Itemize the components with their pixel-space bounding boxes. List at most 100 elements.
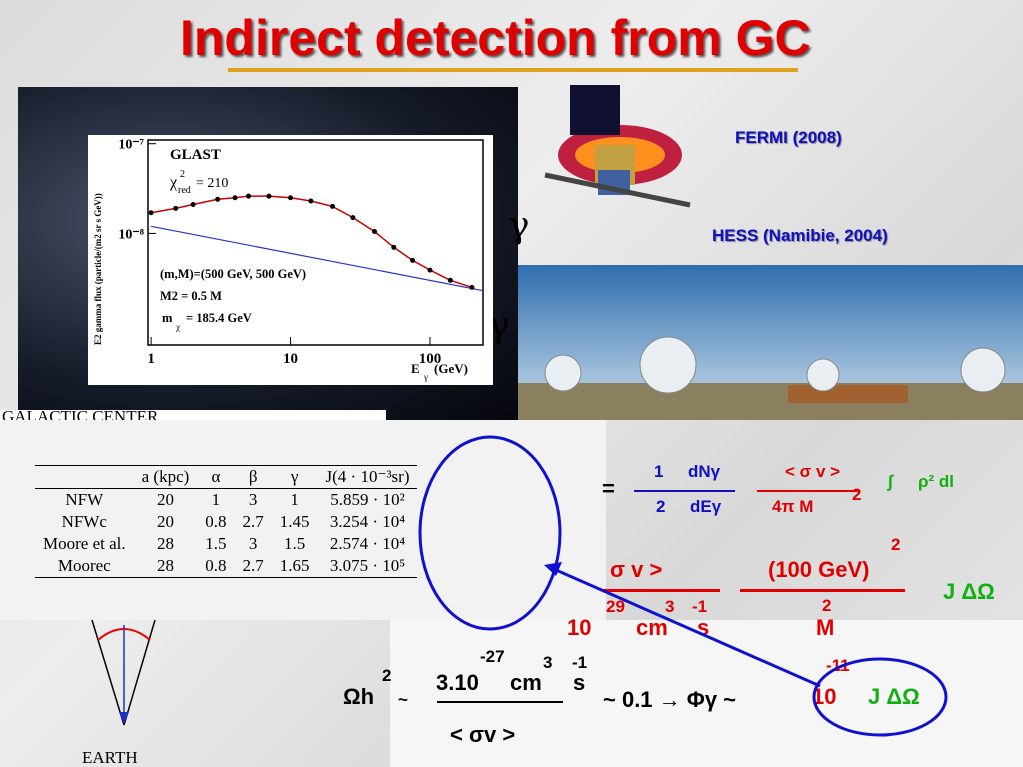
data-point [427,267,433,273]
formula-text: 2 [822,596,832,615]
satellite [544,85,691,208]
plot-box: 1 10 100 10⁻⁷ 10⁻⁸ GLAST χ 2 red = 210 (m,M)=(500 … [88,135,493,385]
formula-text: J ΔΩ [868,684,920,709]
fraction-bar [634,490,735,492]
formula-text: < σ v > [785,462,841,481]
data-point [246,193,252,199]
table-cell: 1.45 [279,512,310,531]
table-cell: Moore et al. [43,534,126,553]
data-point [469,284,475,290]
table-row: Moore et al. 28 1.5 3 1.5 2.574 · 10⁴ [35,533,417,555]
table-cell: 20 [156,490,174,509]
table-cell: 5.859 · 10² [330,490,405,509]
formula-text: s [697,615,710,640]
fraction-bar [757,490,860,492]
formula-text: ~ 0.1 → Φγ ~ [603,687,737,712]
fermi-label: FERMI (2008) [735,128,842,147]
table-cell: 3.254 · 10⁴ [329,512,406,531]
formula-text: s [573,670,586,695]
table-cell: 1.5 [284,534,306,553]
annotation: (m,M)=(500 GeV, 500 GeV) [160,267,306,281]
table-cell: 1.65 [279,556,310,575]
annotation: = 185.4 GeV [186,311,252,325]
formula-text: 3.10 [436,670,479,695]
x-axis-label: (GeV) [434,361,468,376]
y-tick-label: 10⁻⁷ [118,138,144,153]
annotation: m [162,311,173,325]
table-cell: NFWc [61,512,107,531]
table-cell: 1 [290,490,299,509]
formula-text: 2 [382,666,392,685]
plot-title: GLAST [170,147,221,163]
formula-text: 1 [654,462,664,481]
formula-text: 10 [567,615,592,640]
axes-frame [147,139,484,346]
x-tick-label: 10 [283,351,298,367]
table-row: NFWc 20 0.8 2.7 1.45 3.254 · 10⁴ [35,511,417,533]
fraction-bar [603,589,720,592]
data-point [350,215,356,221]
data-point [410,257,416,263]
data-point [391,244,397,250]
data-point [371,229,377,235]
formula-text: -1 [572,653,588,672]
table-row: NFW 20 1 3 1 5.859 · 10² [35,489,417,512]
table-cell: 28 [156,556,174,575]
header-cell: γ [271,465,318,489]
title-underline [228,68,798,72]
table-cell: 1.5 [205,534,227,553]
fraction-bar [437,701,563,703]
halo-table: a (kpc) α β γ J(4 · 10⁻³sr) NFW 20 1 3 1 5.859 · 1… [35,465,418,578]
formula-text: -1 [692,597,708,616]
formula-text: 2 [891,535,901,554]
data-point [447,277,453,283]
formula-text: Ωh [343,684,375,709]
formula-text: 3 [543,653,553,672]
formula-text: cm [636,615,668,640]
formula-text: 2 [656,497,666,516]
formula-text: ρ² dl [918,472,955,491]
formula-text: 10 [812,684,837,709]
formula-text: σ v > [610,557,663,582]
fraction-bar [740,589,905,592]
table-cell: 2.574 · 10⁴ [329,534,406,553]
table-cell: 2.7 [242,556,264,575]
x-axis-label: E [411,361,420,376]
table-cell: 2.7 [242,512,264,531]
table-cell: Moorec [57,556,111,575]
data-point [190,202,196,208]
data-point [288,195,294,201]
formula-text: -27 [480,647,505,666]
background-line [150,225,484,292]
hess-label: HESS (Namibie, 2004) [712,226,888,245]
annotation: M2 = 0.5 M [160,289,222,303]
formula-text: ~ [398,690,408,709]
table-cell: 20 [156,512,174,531]
caption-box: GALACTIC CENTER [0,410,386,422]
formula-text: < σv > [450,722,516,747]
cone-diagram [91,619,156,726]
table-row: Moorec 28 0.8 2.7 1.65 3.075 · 10⁵ [35,555,417,578]
earth-label: EARTH [82,748,138,767]
formula-text: J ΔΩ [943,579,995,604]
data-point [215,196,221,202]
formula-text: M [816,615,835,640]
y-tick-label: 10⁻⁸ [118,227,144,242]
formula-text: (100 GeV) [768,557,870,582]
header-cell: J(4 · 10⁻³sr) [317,465,418,489]
formula-text: 4π M [772,497,814,516]
x-axis-label: γ [423,372,428,382]
formula-text: 3 [665,597,675,616]
table-wrap: a (kpc) α β γ J(4 · 10⁻³sr) NFW 20 1 3 1 5.859 · 1… [35,465,418,578]
table-cell: 1 [211,490,221,509]
y-axis-label: E2 gamma flux (particle/(m2 sr s GeV)) [93,193,103,345]
header-cell: β [234,465,272,489]
table-cell: 3 [248,534,258,553]
title: Indirect detection from GC [180,10,811,66]
x-tick-label: 1 [147,351,155,367]
x-tick-label: 100 [419,351,442,367]
formula-text: ∫ [888,472,893,491]
annotation: χ [175,322,180,332]
